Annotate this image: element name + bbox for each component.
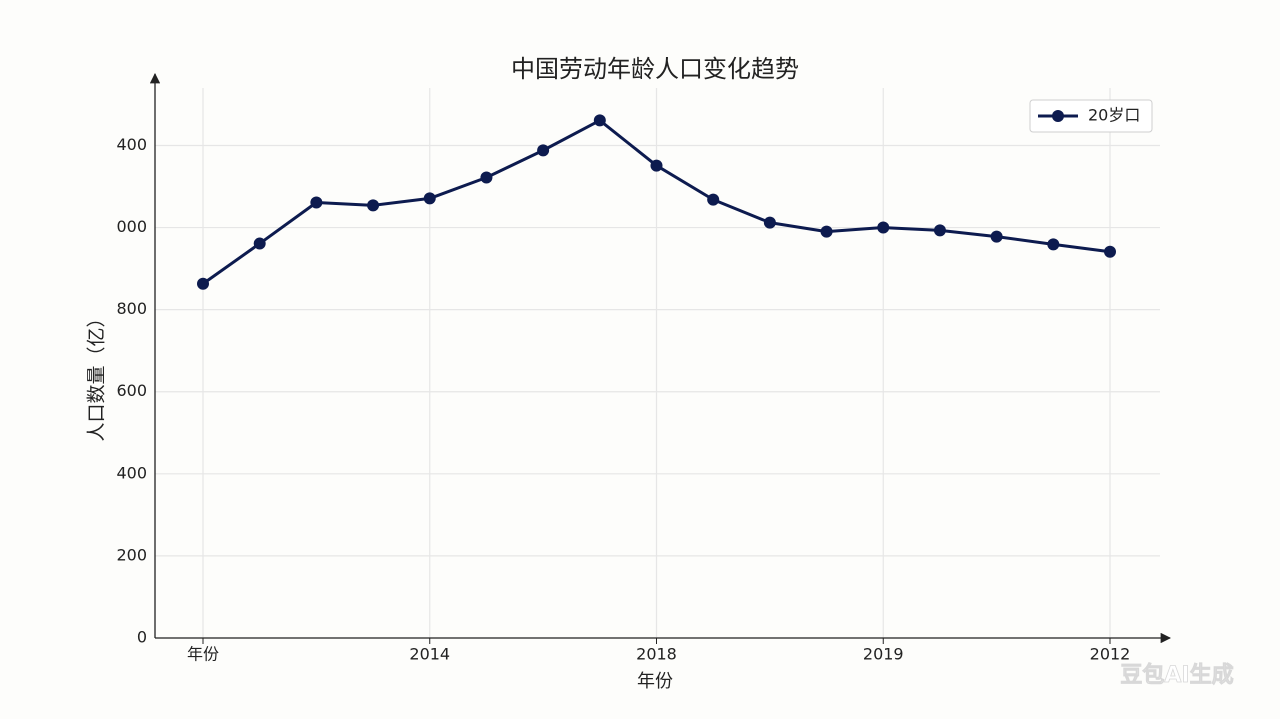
data-point (197, 277, 209, 290)
y-tick-label: 600 (116, 381, 147, 400)
legend: 20岁口 (1029, 99, 1153, 133)
y-tick-label: 800 (116, 299, 147, 318)
data-point (480, 171, 493, 184)
data-point (877, 221, 890, 234)
data-point (933, 224, 946, 237)
x-tick-label: 2018 (636, 645, 677, 664)
x-tick-label: 2014 (409, 645, 450, 664)
x-axis-label: 年份 (637, 671, 673, 692)
data-point (820, 225, 833, 238)
data-point (310, 196, 323, 209)
data-point (763, 216, 776, 229)
y-tick-label: 200 (116, 545, 147, 564)
data-point (1104, 245, 1116, 258)
data-point (253, 237, 266, 250)
y-tick-label: 000 (116, 217, 147, 236)
x-tick-label: 2012 (1090, 645, 1131, 664)
data-point (650, 159, 663, 172)
y-tick-label: 400 (116, 135, 147, 154)
y-axis-label: 人口数量（亿） (86, 308, 108, 441)
data-point (1047, 238, 1060, 251)
y-tick-label: 400 (116, 463, 147, 482)
chart-title: 中国劳动年龄人口变化趋势 (511, 55, 799, 83)
watermark: 豆包AI生成 (1120, 662, 1233, 688)
y-tick-label: 0 (137, 628, 147, 647)
data-point (990, 230, 1003, 243)
legend-marker (1052, 110, 1064, 122)
legend-box (1029, 99, 1153, 133)
data-point (707, 193, 720, 206)
x-tick-label: 2019 (863, 645, 904, 664)
data-point (593, 114, 606, 127)
legend-label: 20岁口 (1088, 106, 1140, 125)
data-point (367, 199, 380, 212)
data-point (423, 192, 436, 205)
x-tick-label: 年份 (187, 645, 219, 664)
data-point (537, 144, 550, 157)
